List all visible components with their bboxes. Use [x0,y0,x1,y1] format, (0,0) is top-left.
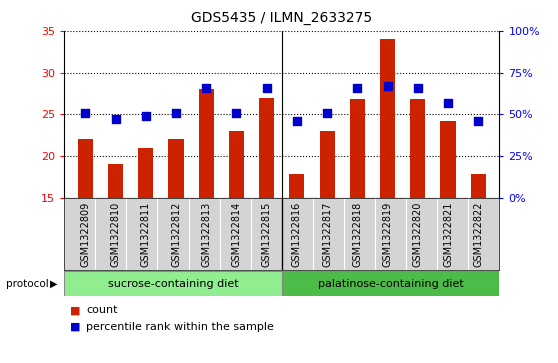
Text: GSM1322820: GSM1322820 [413,201,423,267]
Point [232,110,241,115]
Text: GSM1322818: GSM1322818 [352,201,362,267]
Bar [471,175,486,198]
Point [141,113,150,119]
Text: GSM1322813: GSM1322813 [201,201,211,267]
Point [413,85,422,90]
Point [353,85,362,90]
Bar [410,99,425,198]
Text: GSM1322811: GSM1322811 [141,201,151,267]
FancyBboxPatch shape [64,271,282,296]
Text: GSM1322821: GSM1322821 [443,201,453,267]
Point [323,110,331,115]
Bar [350,99,365,198]
Point [292,118,301,124]
Text: percentile rank within the sample: percentile rank within the sample [86,322,275,332]
Text: GSM1322817: GSM1322817 [322,201,332,267]
Point [171,110,180,115]
Text: sucrose-containing diet: sucrose-containing diet [108,278,238,289]
Bar [320,131,335,198]
Bar [108,164,123,198]
Bar [169,139,184,198]
Text: ■: ■ [70,322,80,332]
Text: GSM1322810: GSM1322810 [110,201,121,267]
Point [81,110,90,115]
Text: GSM1322809: GSM1322809 [80,201,90,267]
Bar [380,39,395,198]
Text: palatinose-containing diet: palatinose-containing diet [318,278,464,289]
Text: GSM1322822: GSM1322822 [473,201,483,267]
Text: ■: ■ [70,305,80,315]
Point [111,117,120,122]
Bar [199,89,214,198]
Text: protocol: protocol [6,278,49,289]
FancyBboxPatch shape [282,271,499,296]
Text: ▶: ▶ [50,278,58,289]
Text: GSM1322815: GSM1322815 [262,201,272,267]
Point [262,85,271,90]
Text: GSM1322814: GSM1322814 [232,201,242,267]
Text: GSM1322816: GSM1322816 [292,201,302,267]
Bar [229,131,244,198]
Text: GDS5435 / ILMN_2633275: GDS5435 / ILMN_2633275 [191,11,372,25]
Bar [259,98,274,198]
Text: GSM1322819: GSM1322819 [383,201,393,267]
Point [383,83,392,89]
Point [474,118,483,124]
Point [444,100,453,106]
Point [202,85,211,90]
Bar [78,139,93,198]
Text: GSM1322812: GSM1322812 [171,201,181,267]
Bar [440,121,455,198]
Text: count: count [86,305,118,315]
Bar [138,148,153,198]
Bar [290,175,305,198]
